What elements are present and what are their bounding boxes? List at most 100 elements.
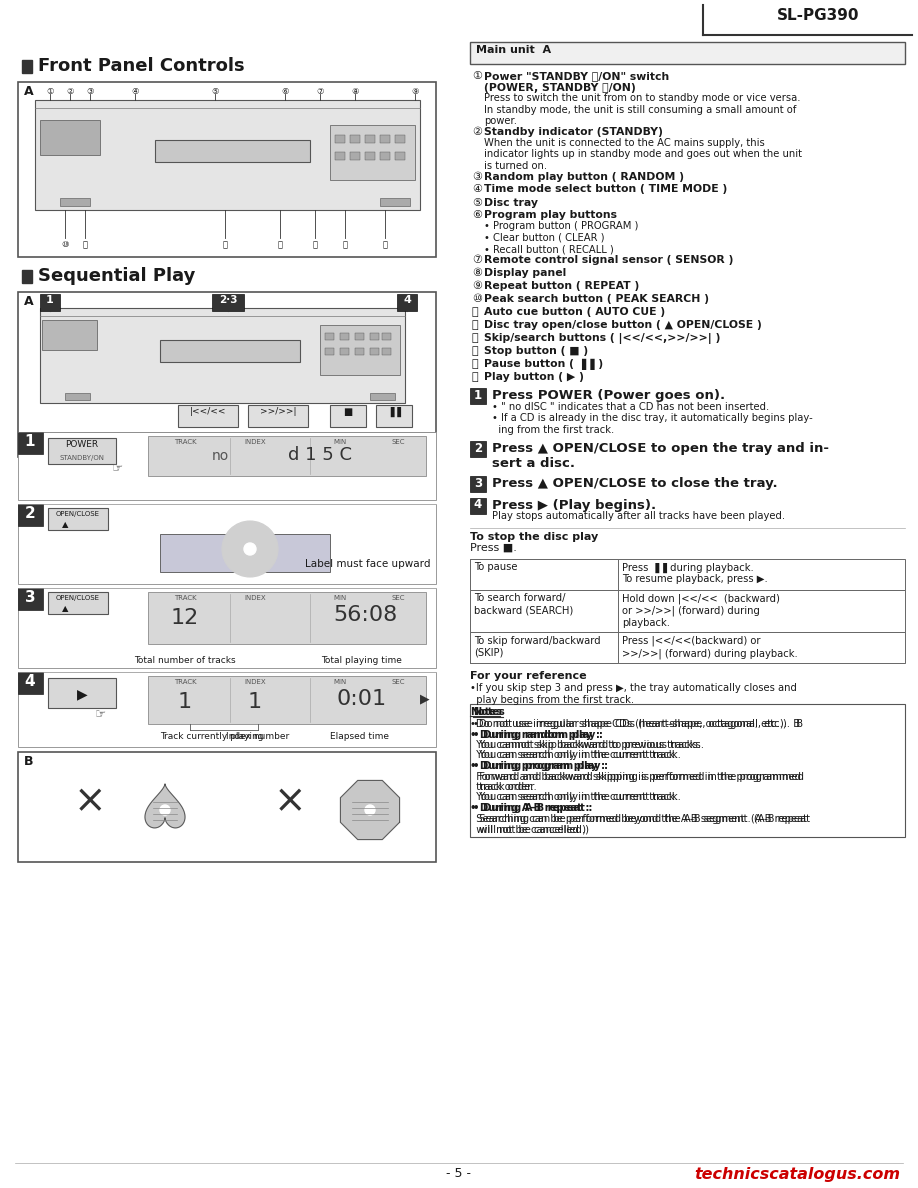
Text: 1: 1 bbox=[248, 691, 262, 712]
Text: 56:08: 56:08 bbox=[333, 605, 397, 625]
Text: ⑨: ⑨ bbox=[472, 282, 482, 291]
Text: Total number of tracks: Total number of tracks bbox=[134, 656, 236, 665]
Bar bbox=[22, 270, 32, 283]
Text: To stop the disc play: To stop the disc play bbox=[470, 531, 599, 542]
Text: Track currently playing: Track currently playing bbox=[160, 732, 263, 741]
Text: Program play buttons: Program play buttons bbox=[484, 210, 617, 221]
Text: Press ■.: Press ■. bbox=[470, 543, 517, 552]
Text: Forward and backward skipping is performed in the programmed: Forward and backward skipping is perform… bbox=[473, 771, 804, 782]
Text: ⑤: ⑤ bbox=[472, 197, 482, 208]
Text: ⑪: ⑪ bbox=[83, 240, 87, 249]
Text: ⑬: ⑬ bbox=[472, 333, 478, 343]
Text: ⑩: ⑩ bbox=[62, 240, 69, 249]
Bar bbox=[65, 393, 90, 400]
Circle shape bbox=[160, 805, 170, 815]
Text: 12: 12 bbox=[171, 608, 199, 628]
Polygon shape bbox=[145, 784, 185, 828]
Text: A: A bbox=[24, 295, 34, 308]
Text: Sequential Play: Sequential Play bbox=[38, 267, 196, 285]
Bar bbox=[470, 558, 618, 589]
Circle shape bbox=[244, 543, 256, 555]
Bar bbox=[370, 348, 379, 355]
Text: 4: 4 bbox=[25, 674, 35, 689]
Text: Standby indicator (STANDBY): Standby indicator (STANDBY) bbox=[484, 127, 663, 137]
Text: Press ▶ (Play begins).: Press ▶ (Play begins). bbox=[492, 499, 656, 512]
Text: You can search only in the current track.: You can search only in the current track… bbox=[470, 792, 677, 803]
Text: •If you skip step 3 and press ▶, the tray automatically closes and
  play begins: •If you skip step 3 and press ▶, the tra… bbox=[470, 683, 797, 704]
Text: Searching can be performed beyond the A-B segment. (A-B repeat: Searching can be performed beyond the A-… bbox=[473, 814, 810, 823]
Text: no: no bbox=[211, 449, 229, 463]
Text: • During program play :: • During program play : bbox=[473, 762, 608, 771]
Bar bbox=[335, 135, 345, 143]
Text: To search forward/
backward (SEARCH): To search forward/ backward (SEARCH) bbox=[474, 594, 573, 615]
Text: ⑮: ⑮ bbox=[472, 359, 478, 369]
Text: ▐▐: ▐▐ bbox=[386, 407, 401, 417]
Bar bbox=[397, 293, 417, 311]
Bar bbox=[335, 152, 345, 160]
Text: Press ▲ OPEN/CLOSE to open the tray and in-
sert a disc.: Press ▲ OPEN/CLOSE to open the tray and … bbox=[492, 442, 829, 470]
Bar bbox=[365, 135, 375, 143]
Text: ⑩: ⑩ bbox=[472, 293, 482, 304]
Text: ▶: ▶ bbox=[77, 687, 87, 701]
Bar bbox=[470, 706, 905, 710]
Bar bbox=[395, 135, 405, 143]
Bar bbox=[178, 405, 238, 426]
Text: Play stops automatically after all tracks have been played.: Play stops automatically after all track… bbox=[492, 511, 785, 522]
Bar bbox=[148, 676, 426, 723]
Bar bbox=[470, 632, 618, 663]
Text: ④: ④ bbox=[472, 184, 482, 195]
Text: Elapsed time: Elapsed time bbox=[330, 732, 389, 741]
Text: STANDBY/ON: STANDBY/ON bbox=[60, 455, 105, 461]
Text: ③: ③ bbox=[472, 171, 482, 182]
Text: MIN: MIN bbox=[333, 595, 347, 601]
Bar bbox=[470, 704, 905, 836]
Bar bbox=[376, 405, 412, 426]
Text: Total playing time: Total playing time bbox=[321, 656, 402, 665]
Text: Press POWER (Power goes on).: Press POWER (Power goes on). bbox=[492, 388, 725, 402]
Bar bbox=[18, 292, 436, 457]
Text: Press ▲ OPEN/CLOSE to close the tray.: Press ▲ OPEN/CLOSE to close the tray. bbox=[492, 478, 778, 489]
Text: ③: ③ bbox=[86, 87, 94, 96]
Text: ②: ② bbox=[472, 127, 482, 137]
Bar bbox=[18, 504, 43, 526]
Text: Auto cue button ( AUTO CUE ): Auto cue button ( AUTO CUE ) bbox=[484, 307, 666, 317]
Bar bbox=[18, 504, 436, 584]
Text: Press |<</<<(backward) or
>>/>>| (forward) during playback.: Press |<</<<(backward) or >>/>>| (forwar… bbox=[622, 636, 798, 658]
Text: 3: 3 bbox=[25, 590, 35, 605]
Bar bbox=[40, 308, 405, 403]
Text: ⑯: ⑯ bbox=[472, 372, 478, 383]
Text: Repeat button ( REPEAT ): Repeat button ( REPEAT ) bbox=[484, 282, 639, 291]
Text: Label must face upward: Label must face upward bbox=[305, 560, 431, 569]
Bar bbox=[470, 388, 486, 404]
Text: To skip forward/backward
(SKIP): To skip forward/backward (SKIP) bbox=[474, 636, 600, 658]
Text: MIN: MIN bbox=[333, 680, 347, 685]
Text: Index number: Index number bbox=[227, 732, 289, 741]
Bar bbox=[380, 198, 410, 206]
Bar bbox=[370, 393, 395, 400]
Text: • Program button ( PROGRAM )
• Clear button ( CLEAR )
• Recall button ( RECALL ): • Program button ( PROGRAM ) • Clear but… bbox=[484, 221, 638, 254]
Text: ⑭: ⑭ bbox=[472, 346, 478, 356]
Text: POWER: POWER bbox=[65, 440, 98, 449]
Bar bbox=[22, 61, 32, 72]
Text: SEC: SEC bbox=[391, 440, 405, 446]
Bar bbox=[42, 320, 97, 350]
Text: • During random play :: • During random play : bbox=[473, 729, 603, 739]
Text: TRACK: TRACK bbox=[174, 680, 196, 685]
Bar bbox=[350, 135, 360, 143]
Bar bbox=[160, 533, 330, 571]
Text: Notes: Notes bbox=[473, 707, 505, 718]
Text: You can search only in the current track.: You can search only in the current track… bbox=[473, 751, 681, 760]
Text: track order.: track order. bbox=[473, 782, 537, 792]
Text: 1: 1 bbox=[46, 295, 54, 305]
Text: ④: ④ bbox=[131, 87, 139, 96]
Text: OPEN/CLOSE: OPEN/CLOSE bbox=[56, 511, 100, 517]
Bar bbox=[160, 340, 300, 362]
Bar bbox=[350, 152, 360, 160]
Bar bbox=[470, 632, 905, 663]
Circle shape bbox=[365, 805, 375, 815]
Bar bbox=[48, 438, 116, 465]
Text: ⑮: ⑮ bbox=[342, 240, 348, 249]
Text: ×: × bbox=[73, 782, 106, 820]
Text: will not be cancelled.): will not be cancelled.) bbox=[470, 824, 586, 834]
Bar bbox=[148, 592, 426, 644]
